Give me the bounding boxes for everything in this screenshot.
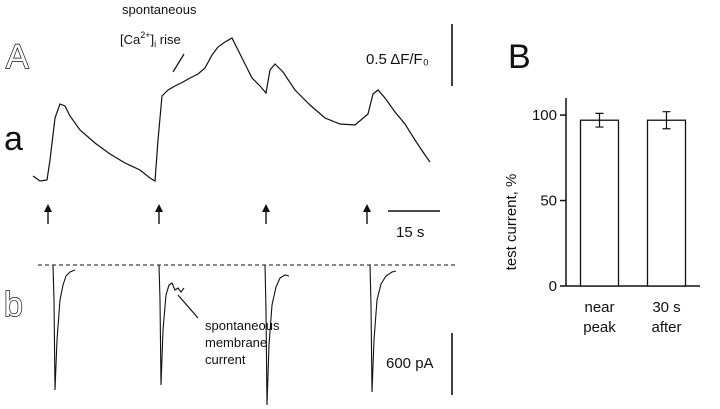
spontaneous-rise-pointer bbox=[172, 53, 185, 73]
current-scale-label: 600 pA bbox=[386, 355, 434, 372]
panel-b-letter: B bbox=[508, 38, 531, 76]
x-tick-label: 30 s bbox=[652, 299, 680, 316]
x-tick-label: near bbox=[584, 299, 614, 316]
y-tick-label: 0 bbox=[549, 278, 557, 295]
spontaneous-current-label-line1: spontaneous bbox=[205, 318, 280, 333]
stimulus-arrow bbox=[262, 204, 270, 224]
trace-b-letter: b bbox=[4, 286, 23, 324]
time-scale-label: 15 s bbox=[396, 224, 424, 241]
spontaneous-rise-label-line1: spontaneous bbox=[122, 2, 197, 17]
bar bbox=[646, 119, 687, 287]
x-tick-label: peak bbox=[583, 319, 616, 336]
stimulus-arrow bbox=[44, 204, 52, 224]
stimulus-arrow bbox=[363, 204, 371, 224]
membrane-current-trace bbox=[158, 264, 185, 386]
y-tick-label: 100 bbox=[532, 107, 557, 124]
y-tick-label: 50 bbox=[540, 193, 557, 210]
spontaneous-current-pointer bbox=[177, 294, 199, 319]
x-tick-label: after bbox=[651, 319, 681, 336]
membrane-current-trace bbox=[369, 264, 397, 393]
membrane-current-trace bbox=[52, 264, 76, 391]
bar-chart: test current, % 0 50 100 near peak 30 s after bbox=[503, 98, 700, 336]
spontaneous-current-label-line3: current bbox=[205, 352, 246, 367]
spontaneous-rise-label-line2: [Ca2+]i rise bbox=[120, 30, 181, 49]
membrane-current-trace bbox=[264, 264, 290, 406]
spontaneous-current-label-line2: membrane bbox=[205, 335, 267, 350]
panel-a-letter: A bbox=[6, 38, 29, 76]
bar bbox=[579, 119, 620, 287]
error-bar bbox=[662, 111, 671, 130]
fluorescence-scale-label: 0.5 ΔF/F₀ bbox=[366, 51, 429, 68]
calcium-fluorescence-trace bbox=[32, 37, 431, 183]
trace-a-letter: a bbox=[4, 120, 23, 158]
y-axis-label: test current, % bbox=[503, 174, 520, 271]
stimulus-arrow bbox=[155, 204, 163, 224]
error-bar bbox=[595, 112, 604, 128]
